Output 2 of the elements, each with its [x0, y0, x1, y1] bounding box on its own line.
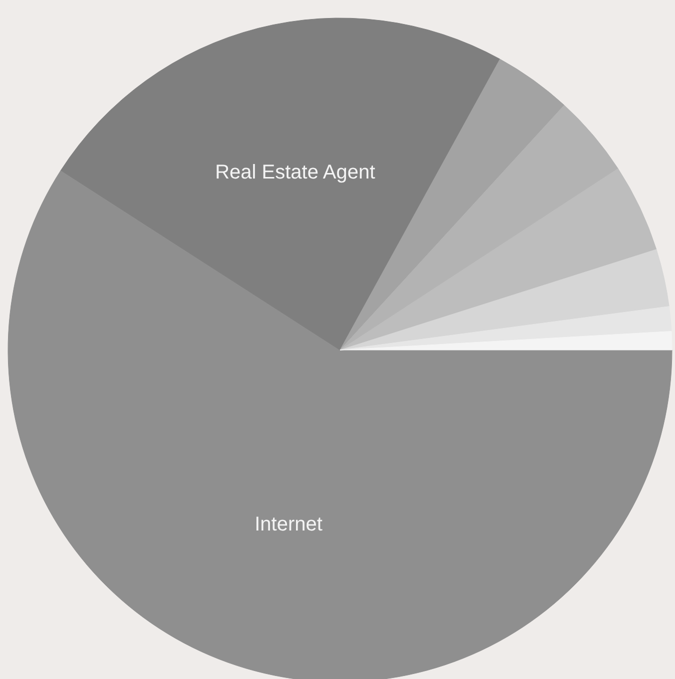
slice-label: Internet: [254, 513, 323, 536]
slice-label: Real Estate Agent: [215, 161, 376, 184]
